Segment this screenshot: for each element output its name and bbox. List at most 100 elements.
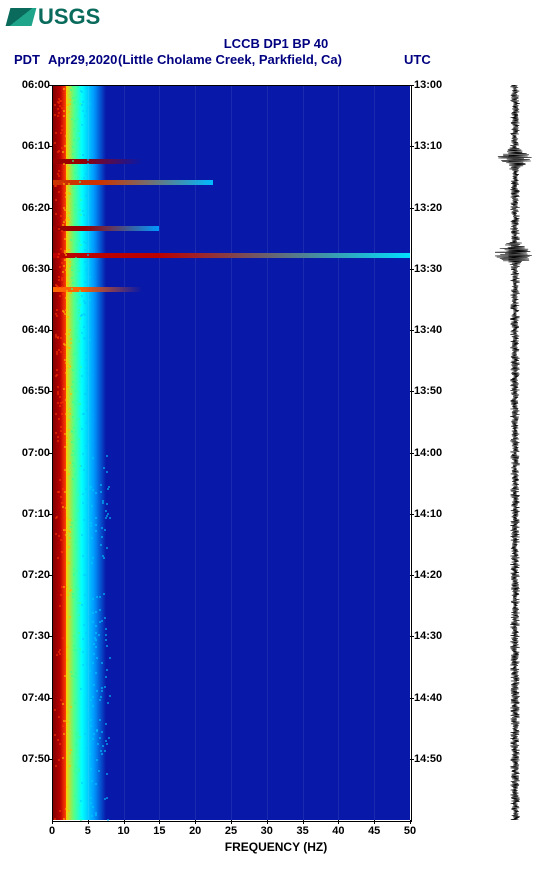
speckle bbox=[62, 725, 64, 727]
speckle bbox=[67, 316, 69, 318]
speckle bbox=[67, 711, 69, 713]
speckle bbox=[88, 199, 90, 201]
speckle bbox=[73, 465, 75, 467]
speckle bbox=[76, 751, 78, 753]
speckle bbox=[73, 102, 75, 104]
speckle bbox=[90, 522, 92, 524]
speckle bbox=[55, 765, 57, 767]
speckle bbox=[58, 112, 60, 114]
speckle bbox=[77, 804, 79, 806]
tick-mark bbox=[410, 146, 414, 147]
speckle bbox=[105, 723, 107, 725]
speckle bbox=[87, 163, 89, 165]
speckle bbox=[63, 183, 65, 185]
speckle bbox=[100, 484, 102, 486]
speckle bbox=[81, 604, 83, 606]
speckle bbox=[57, 402, 59, 404]
speckle bbox=[101, 690, 103, 692]
speckle bbox=[80, 366, 82, 368]
speckle bbox=[70, 526, 72, 528]
speckle bbox=[64, 238, 66, 240]
speckle bbox=[88, 264, 90, 266]
speckle bbox=[54, 104, 56, 106]
speckle bbox=[90, 525, 92, 527]
speckle bbox=[83, 469, 85, 471]
speckle bbox=[55, 413, 57, 415]
speckle bbox=[89, 670, 91, 672]
speckle bbox=[58, 150, 60, 152]
speckle bbox=[85, 269, 87, 271]
tick-mark bbox=[410, 759, 414, 760]
speckle bbox=[87, 374, 89, 376]
speckle bbox=[86, 321, 88, 323]
tick-mark bbox=[410, 636, 414, 637]
tick-mark bbox=[410, 820, 411, 824]
speckle bbox=[68, 111, 70, 113]
tick-mark bbox=[410, 514, 414, 515]
speckle bbox=[77, 757, 79, 759]
speckle bbox=[60, 594, 62, 596]
speckle bbox=[96, 690, 98, 692]
speckle bbox=[78, 614, 80, 616]
speckle bbox=[70, 671, 72, 673]
speckle bbox=[84, 115, 86, 117]
speckle bbox=[87, 541, 89, 543]
speckle bbox=[104, 686, 106, 688]
speckle bbox=[78, 418, 80, 420]
speckle bbox=[70, 89, 72, 91]
speckle bbox=[71, 277, 73, 279]
speckle bbox=[56, 353, 58, 355]
speckle bbox=[78, 403, 80, 405]
speckle bbox=[88, 499, 90, 501]
tick-mark bbox=[48, 759, 52, 760]
grid-line bbox=[267, 85, 268, 820]
speckle bbox=[55, 432, 57, 434]
speckle bbox=[58, 175, 60, 177]
speckle bbox=[91, 562, 93, 564]
speckle bbox=[65, 333, 67, 335]
speckle bbox=[99, 719, 101, 721]
speckle bbox=[87, 241, 89, 243]
speckle bbox=[74, 204, 76, 206]
speckle bbox=[66, 290, 68, 292]
speckle bbox=[64, 250, 66, 252]
speckle bbox=[61, 230, 63, 232]
speckle bbox=[106, 455, 108, 457]
speckle bbox=[56, 374, 58, 376]
ytick-right: 13:10 bbox=[414, 140, 442, 152]
speckle bbox=[91, 815, 93, 817]
speckle bbox=[86, 367, 88, 369]
speckle bbox=[79, 736, 81, 738]
speckle bbox=[89, 299, 91, 301]
speckle bbox=[87, 307, 89, 309]
speckle bbox=[66, 586, 68, 588]
speckle bbox=[99, 737, 101, 739]
speckle bbox=[102, 745, 104, 747]
speckle bbox=[104, 617, 106, 619]
speckle bbox=[84, 249, 86, 251]
speckle bbox=[67, 386, 69, 388]
speckle bbox=[58, 535, 60, 537]
speckle bbox=[66, 444, 68, 446]
speckle bbox=[65, 399, 67, 401]
speckle bbox=[92, 457, 94, 459]
speckle bbox=[89, 103, 91, 105]
speckle bbox=[61, 262, 63, 264]
speckle bbox=[81, 428, 83, 430]
speckle bbox=[65, 269, 67, 271]
speckle bbox=[98, 770, 100, 772]
speckle bbox=[90, 797, 92, 799]
tick-mark bbox=[410, 208, 414, 209]
speckle bbox=[101, 687, 103, 689]
speckle bbox=[56, 351, 58, 353]
speckle bbox=[57, 436, 59, 438]
speckle bbox=[60, 337, 62, 339]
speckle bbox=[84, 314, 86, 316]
speckle bbox=[69, 329, 71, 331]
speckle bbox=[70, 342, 72, 344]
grid-line bbox=[338, 85, 339, 820]
speckle bbox=[97, 743, 99, 745]
speckle bbox=[63, 110, 65, 112]
speckle bbox=[78, 296, 80, 298]
speckle bbox=[88, 345, 90, 347]
